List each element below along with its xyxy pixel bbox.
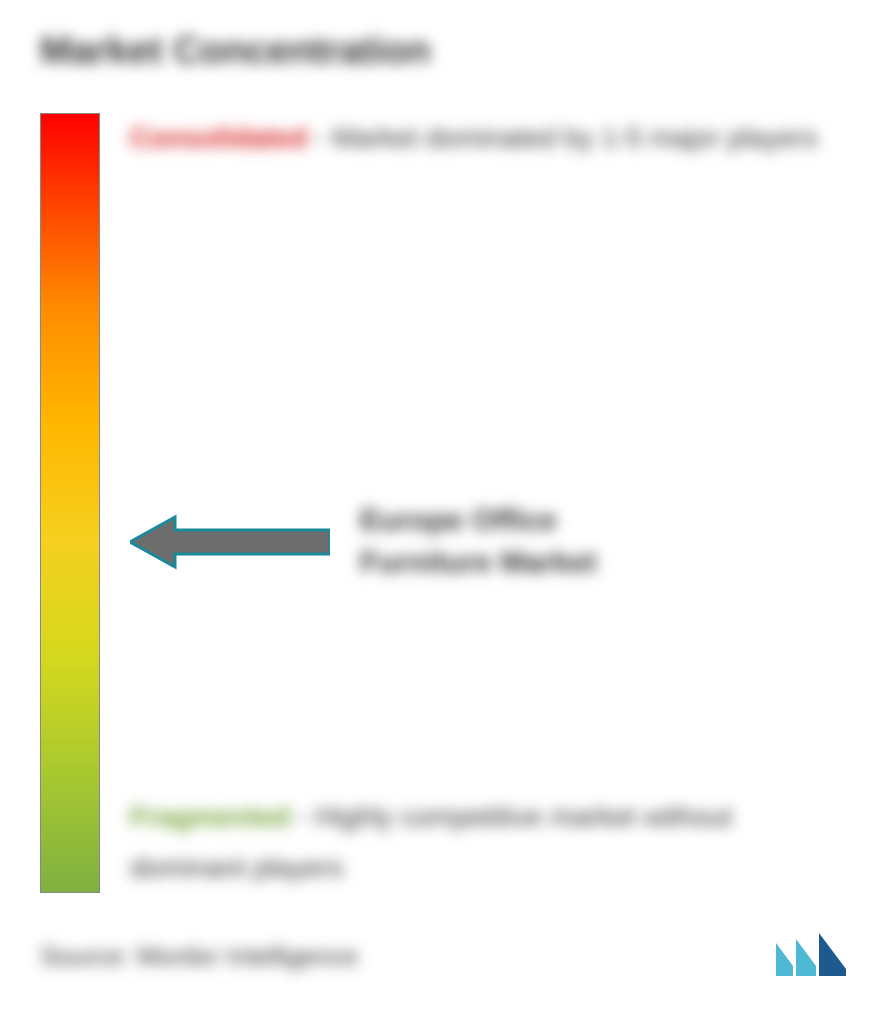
- consolidated-label: Consolidated: [130, 122, 307, 153]
- marker-subtitle: Furniture Market: [360, 542, 597, 584]
- fragmented-label: Fragmented: [130, 801, 290, 832]
- consolidated-description: Consolidated - Market dominated by 1-5 m…: [130, 113, 851, 163]
- marker-section: Europe Office Furniture Market: [130, 500, 597, 584]
- marker-text: Europe Office Furniture Market: [360, 500, 597, 584]
- marker-title: Europe Office: [360, 500, 597, 542]
- descriptions-container: Consolidated - Market dominated by 1-5 m…: [130, 113, 851, 893]
- footer: Source: Mordor Intelligence: [40, 931, 851, 981]
- fragmented-description: Fragmented - Highly competitive market w…: [130, 792, 851, 893]
- arrow-icon: [130, 512, 330, 572]
- page-title: Market Concentration: [40, 30, 851, 73]
- main-content: Consolidated - Market dominated by 1-5 m…: [40, 113, 851, 893]
- consolidated-text: - Market dominated by 1-5 major players: [315, 122, 818, 153]
- source-text: Source: Mordor Intelligence: [40, 941, 358, 972]
- logo: [771, 931, 851, 981]
- concentration-gradient-bar: [40, 113, 100, 893]
